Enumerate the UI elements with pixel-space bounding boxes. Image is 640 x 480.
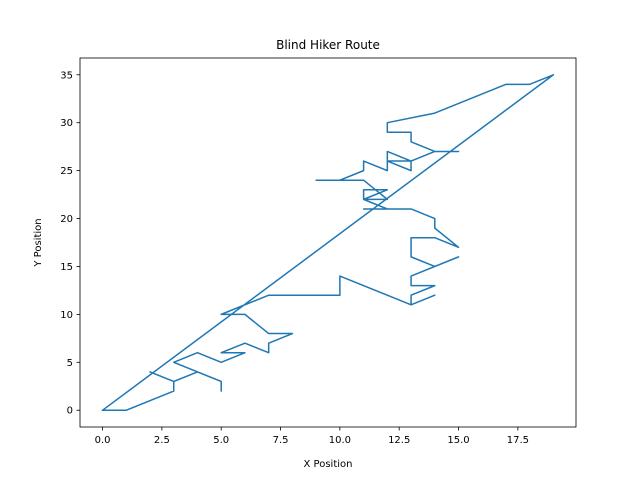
y-tick-label: 10	[60, 310, 73, 321]
y-tick-label: 20	[60, 214, 73, 225]
x-tick-label: 5.0	[213, 435, 229, 446]
chart-title: Blind Hiker Route	[276, 38, 380, 52]
y-tick-label: 5	[67, 358, 73, 369]
x-tick-label: 7.5	[273, 435, 289, 446]
x-tick-label: 0.0	[95, 435, 111, 446]
y-tick-label: 15	[60, 262, 73, 273]
y-axis: 0 5 10 15 20 25 30 35	[60, 70, 80, 417]
y-tick-label: 25	[60, 166, 73, 177]
y-tick-label: 30	[60, 118, 73, 129]
x-tick-label: 17.5	[507, 435, 529, 446]
axes-frame	[79, 57, 577, 428]
x-tick-label: 2.5	[154, 435, 170, 446]
x-axis: 0.0 2.5 5.0 7.5 10.0 12.5 15.0 17.5	[95, 427, 529, 446]
y-tick-label: 0	[67, 406, 73, 417]
x-tick-label: 10.0	[329, 435, 351, 446]
x-tick-label: 12.5	[388, 435, 410, 446]
y-axis-label: Y Position	[33, 218, 44, 267]
x-axis-label: X Position	[304, 459, 353, 470]
y-tick-label: 35	[60, 70, 73, 81]
series-line-route	[101, 74, 555, 412]
x-tick-label: 15.0	[447, 435, 469, 446]
